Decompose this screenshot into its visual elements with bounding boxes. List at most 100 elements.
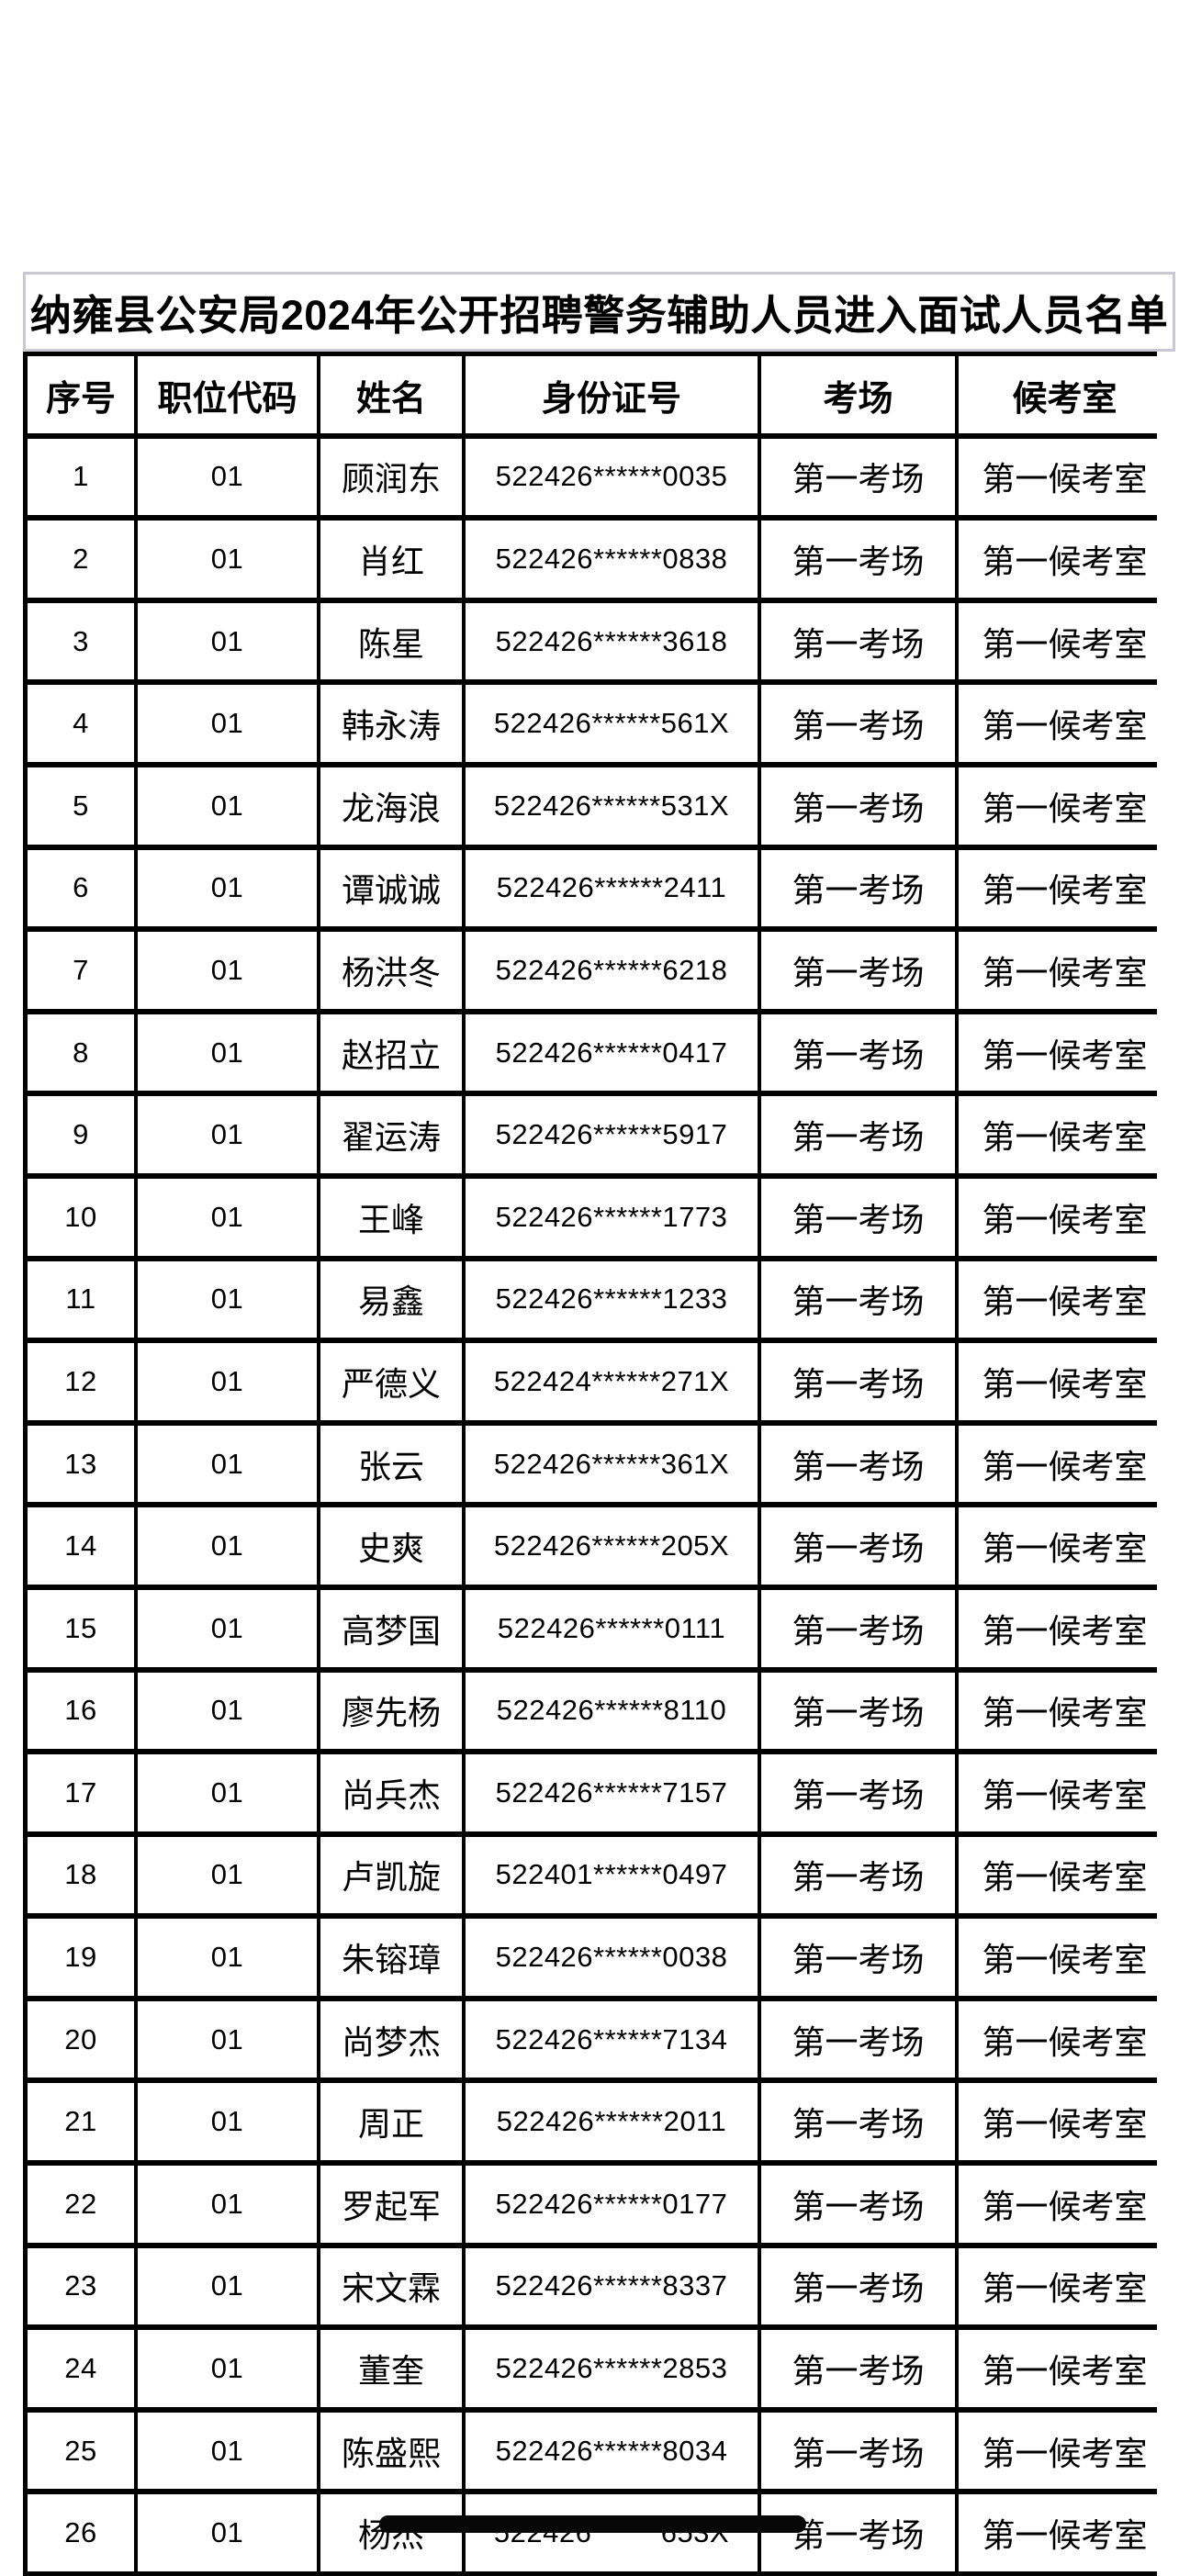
cell-waiting-room: 第一候考室 — [959, 2000, 1171, 2078]
cell-index: 17 — [28, 1754, 134, 1831]
cell-exam-room: 第一考场 — [761, 2000, 955, 2078]
cell-exam-room: 第一考场 — [761, 2166, 955, 2243]
cell-name: 宋文霖 — [320, 2247, 462, 2325]
cell-id-number: 522426******2853 — [466, 2330, 758, 2407]
cell-waiting-room: 第一候考室 — [959, 521, 1171, 598]
cell-index: 23 — [28, 2247, 134, 2325]
cell-position-code: 01 — [138, 1260, 317, 1338]
cell-exam-room: 第一考场 — [761, 2083, 955, 2161]
cell-waiting-room: 第一候考室 — [959, 1754, 1171, 1831]
cell-exam-room: 第一考场 — [761, 1014, 955, 1092]
cell-id-number: 522426******0177 — [466, 2166, 758, 2243]
cell-exam-room: 第一考场 — [761, 932, 955, 1009]
cell-position-code: 01 — [138, 932, 317, 1009]
cell-position-code: 01 — [138, 2000, 317, 2078]
cell-exam-room: 第一考场 — [761, 1260, 955, 1338]
cell-index: 2 — [28, 521, 134, 598]
cell-name: 翟运涛 — [320, 1096, 462, 1173]
cell-name: 廖先杨 — [320, 1672, 462, 1750]
cell-id-number: 522426******0111 — [466, 1589, 758, 1667]
cell-name: 肖红 — [320, 521, 462, 598]
cell-index: 10 — [28, 1178, 134, 1256]
cell-id-number: 522426******653X — [466, 2494, 758, 2572]
cell-position-code: 01 — [138, 685, 317, 762]
cell-name: 顾润东 — [320, 438, 462, 516]
cell-waiting-room: 第一候考室 — [959, 2494, 1171, 2572]
cell-id-number: 522426******1233 — [466, 1260, 758, 1338]
cell-index: 16 — [28, 1672, 134, 1750]
cell-id-number: 522426******7157 — [466, 1754, 758, 1831]
cell-name: 高梦国 — [320, 1589, 462, 1667]
cell-exam-room: 第一考场 — [761, 1672, 955, 1750]
cell-id-number: 522426******3618 — [466, 602, 758, 680]
cell-position-code: 01 — [138, 2330, 317, 2407]
cell-waiting-room: 第一候考室 — [959, 1919, 1171, 1996]
cell-exam-room: 第一考场 — [761, 2330, 955, 2407]
cell-exam-room: 第一考场 — [761, 2412, 955, 2490]
cell-position-code: 01 — [138, 438, 317, 516]
cell-id-number: 522426******7134 — [466, 2000, 758, 2078]
cell-id-number: 522426******0038 — [466, 1919, 758, 1996]
cell-id-number: 522426******8034 — [466, 2412, 758, 2490]
cell-id-number: 522426******561X — [466, 685, 758, 762]
cell-exam-room: 第一考场 — [761, 1919, 955, 1996]
cell-name: 史爽 — [320, 1507, 462, 1585]
cell-index: 22 — [28, 2166, 134, 2243]
cell-id-number: 522426******531X — [466, 767, 758, 845]
name-list-document: 纳雍县公安局2024年公开招聘警务辅助人员进入面试人员名单 序号 职位代码 姓名… — [23, 272, 1175, 2576]
cell-id-number: 522426******8337 — [466, 2247, 758, 2325]
cell-exam-room: 第一考场 — [761, 1343, 955, 1420]
cell-name: 王峰 — [320, 1178, 462, 1256]
cell-name: 尚梦杰 — [320, 2000, 462, 2078]
cell-name: 罗起军 — [320, 2166, 462, 2243]
cell-position-code: 01 — [138, 2166, 317, 2243]
cell-name: 杨杰 — [320, 2494, 462, 2572]
cell-position-code: 01 — [138, 1672, 317, 1750]
cell-index: 21 — [28, 2083, 134, 2161]
header-index: 序号 — [28, 356, 134, 433]
cell-name: 赵招立 — [320, 1014, 462, 1092]
cell-index: 9 — [28, 1096, 134, 1173]
cell-position-code: 01 — [138, 1178, 317, 1256]
cell-exam-room: 第一考场 — [761, 438, 955, 516]
cell-waiting-room: 第一候考室 — [959, 1096, 1171, 1173]
cell-id-number: 522401******0497 — [466, 1836, 758, 1914]
cell-waiting-room: 第一候考室 — [959, 2412, 1171, 2490]
cell-waiting-room: 第一候考室 — [959, 932, 1171, 1009]
cell-exam-room: 第一考场 — [761, 2494, 955, 2572]
cell-id-number: 522426******0838 — [466, 521, 758, 598]
cell-waiting-room: 第一候考室 — [959, 685, 1171, 762]
cell-position-code: 01 — [138, 2494, 317, 2572]
cell-waiting-room: 第一候考室 — [959, 1589, 1171, 1667]
cell-waiting-room: 第一候考室 — [959, 2247, 1171, 2325]
cell-index: 20 — [28, 2000, 134, 2078]
cell-index: 26 — [28, 2494, 134, 2572]
cell-name: 谭诚诚 — [320, 849, 462, 927]
cell-waiting-room: 第一候考室 — [959, 1425, 1171, 1503]
header-id-number: 身份证号 — [466, 356, 758, 433]
cell-exam-room: 第一考场 — [761, 1589, 955, 1667]
cell-waiting-room: 第一候考室 — [959, 1672, 1171, 1750]
cell-exam-room: 第一考场 — [761, 1754, 955, 1831]
cell-name: 张云 — [320, 1425, 462, 1503]
cell-index: 24 — [28, 2330, 134, 2407]
cell-name: 董奎 — [320, 2330, 462, 2407]
cell-waiting-room: 第一候考室 — [959, 767, 1171, 845]
cell-exam-room: 第一考场 — [761, 1425, 955, 1503]
cell-exam-room: 第一考场 — [761, 1836, 955, 1914]
cell-waiting-room: 第一候考室 — [959, 1260, 1171, 1338]
cell-waiting-room: 第一候考室 — [959, 1178, 1171, 1256]
cell-exam-room: 第一考场 — [761, 1096, 955, 1173]
cell-name: 陈星 — [320, 602, 462, 680]
cell-exam-room: 第一考场 — [761, 1507, 955, 1585]
cell-index: 7 — [28, 932, 134, 1009]
cell-waiting-room: 第一候考室 — [959, 2330, 1171, 2407]
cell-position-code: 01 — [138, 1919, 317, 1996]
black-redaction-bar — [379, 2515, 806, 2533]
cell-waiting-room: 第一候考室 — [959, 602, 1171, 680]
cell-waiting-room: 第一候考室 — [959, 1014, 1171, 1092]
cell-position-code: 01 — [138, 1589, 317, 1667]
cell-id-number: 522424******271X — [466, 1343, 758, 1420]
cell-waiting-room: 第一候考室 — [959, 2166, 1171, 2243]
